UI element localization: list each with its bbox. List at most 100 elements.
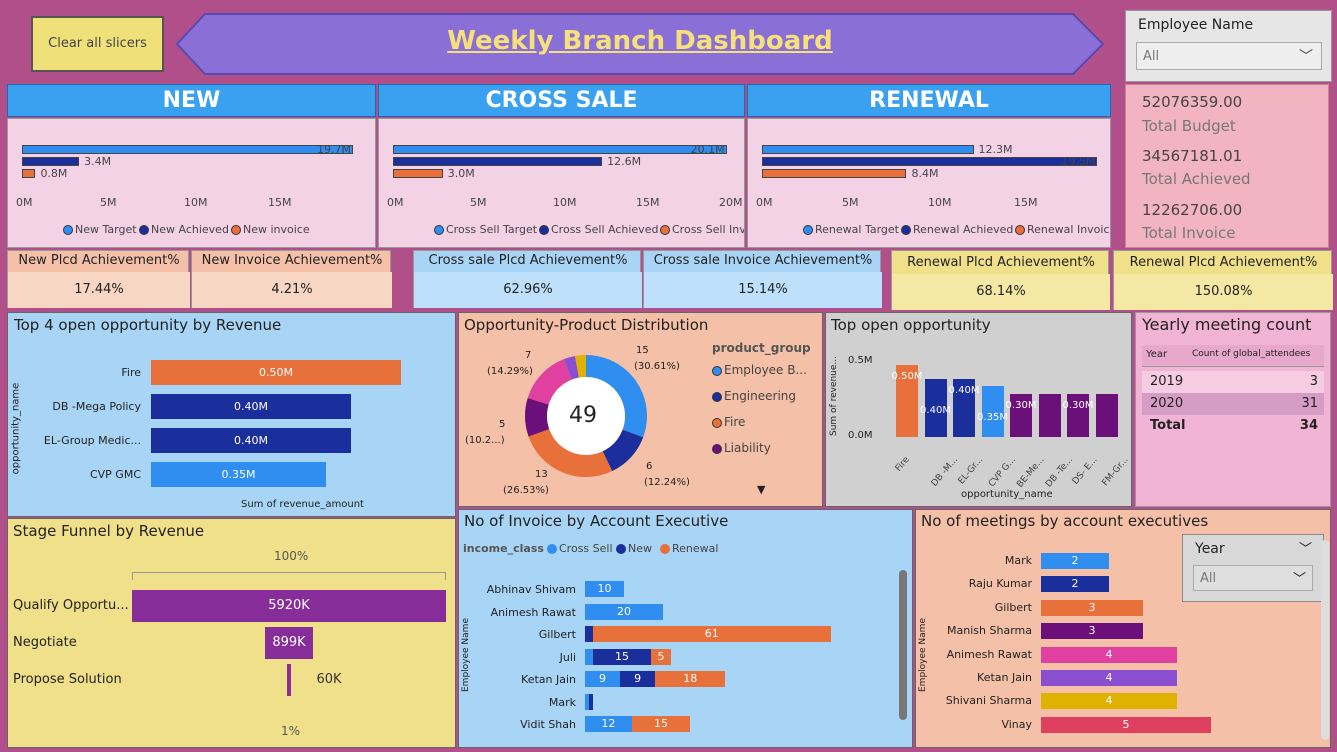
- meeting-employee-label: Manish Sharma: [947, 624, 1032, 638]
- bar-label: 12.3M: [978, 143, 1013, 156]
- invoice-bar-label: 61: [704, 627, 719, 640]
- kpi-renewal-plcd-2-title: Renewal Plcd Achievement%: [1129, 255, 1318, 270]
- table-total-row: Total 34: [1150, 418, 1318, 433]
- invoice-bar-label: 18: [683, 672, 698, 685]
- table-row: 2020 31: [1142, 393, 1324, 415]
- meeting-bar: [1041, 716, 1211, 733]
- topopen-xtick: EL-Gr...: [956, 455, 986, 487]
- topopen-bar-label: 0.40M: [948, 385, 980, 396]
- donut-legend-item[interactable]: Liability: [712, 441, 771, 455]
- invoice-bar-cs: [585, 693, 589, 710]
- invoice-bar-label: 15: [615, 649, 630, 663]
- topopen-bar: [1067, 393, 1089, 437]
- kpi-renewal-plcd-title: Renewal Plcd Achievement%: [907, 255, 1095, 270]
- legend-item[interactable]: Cross Sell Invoice: [660, 223, 744, 236]
- meeting-employee-label: Raju Kumar: [968, 577, 1032, 591]
- axis-tick: 5M: [470, 196, 487, 209]
- bar-label: 19.5M: [1061, 155, 1096, 168]
- topopen-xtick: FM-Gr...: [1099, 455, 1131, 489]
- invoice-employee-label: Ketan Jain: [521, 673, 576, 686]
- employee-dropdown[interactable]: All ﹀: [1136, 42, 1322, 70]
- invoice-employee-label: Animesh Rawat: [490, 605, 576, 619]
- invoice-legend-title: income_class: [463, 542, 544, 555]
- donut-label-count: 7: [525, 350, 532, 361]
- legend-item[interactable]: Renewal Invoice: [1015, 223, 1110, 236]
- year-dropdown[interactable]: All ﹀: [1193, 565, 1313, 591]
- kpi-new-plcd: New Plcd Achievement% 17.44%: [7, 250, 190, 308]
- invoice-bar-cs: [585, 581, 624, 597]
- bar-2: [762, 169, 907, 178]
- meetings-scrollbar[interactable]: [1321, 540, 1329, 740]
- axis-tick: 10M: [928, 196, 952, 209]
- employee-slicer: Employee Name All ﹀: [1125, 10, 1332, 82]
- donut-legend-item[interactable]: Employee B...: [712, 363, 807, 377]
- invoice-bar-label: 10: [597, 582, 612, 595]
- invoice-employee-label: Juli: [559, 650, 576, 664]
- topopen-bar: [1010, 393, 1032, 437]
- kpi-new-plcd-value: 17.44%: [8, 272, 190, 308]
- invoice-legend-item[interactable]: Cross Sell: [547, 542, 613, 555]
- total-invoice-label: Total Invoice: [1142, 224, 1236, 242]
- total-invoice-value: 12262706.00: [1142, 201, 1243, 219]
- kpi-cross-plcd-title: Cross sale Plcd Achievement%: [428, 253, 628, 268]
- top4-bar: [151, 462, 326, 487]
- funnel-bar: [132, 590, 446, 622]
- funnel-bottom-pct: 1%: [281, 724, 301, 738]
- axis-tick: 0M: [387, 196, 404, 209]
- bar-1: [762, 157, 1098, 166]
- invoice-legend-item[interactable]: New: [616, 542, 652, 555]
- chevron-down-icon: ﹀: [1292, 572, 1306, 587]
- invoice-legend-item[interactable]: Renewal: [660, 542, 718, 555]
- chevron-down-icon[interactable]: ﹀: [1299, 542, 1313, 557]
- legend-item[interactable]: Renewal Achieved: [901, 223, 1013, 236]
- topopen-bar-label: 0.35M: [977, 412, 1008, 424]
- topopen-bar: [896, 364, 918, 437]
- top4-category-label: Fire: [121, 366, 141, 379]
- yearly-meeting-table: Yearly meeting count Year Count of globa…: [1135, 312, 1331, 507]
- invoice-bar-label: 5: [657, 649, 665, 663]
- legend-item[interactable]: New invoice: [231, 223, 310, 236]
- top4-category-label: CVP GMC: [89, 468, 141, 481]
- meeting-bar-label: 2: [1071, 577, 1079, 591]
- top4-title: Top 4 open opportunity by Revenue: [14, 316, 282, 334]
- topopen-ytick: 0.0M: [848, 430, 873, 441]
- invoice-bar-n: [588, 693, 593, 710]
- axis-tick: 5M: [842, 196, 859, 209]
- legend-item[interactable]: Renewal Target: [803, 223, 899, 236]
- top4-bar-label: 0.50M: [259, 366, 293, 379]
- funnel-top-pct: 100%: [274, 549, 309, 563]
- topopen-xtick: CVP G...: [986, 455, 1018, 490]
- donut-legend-item[interactable]: Fire: [712, 415, 745, 429]
- invoice-bar-r: [592, 626, 831, 642]
- bar-label: 19.7M: [316, 143, 351, 156]
- invoice-bar-n: [585, 626, 593, 642]
- donut-legend-item[interactable]: Engineering: [712, 389, 796, 403]
- legend-item[interactable]: Cross Sell Achieved: [539, 223, 658, 236]
- legend-item[interactable]: New Target: [63, 223, 137, 236]
- kpi-renewal-plcd-2-value: 150.08%: [1114, 274, 1333, 310]
- donut-label-percent: (10.2...): [465, 435, 505, 446]
- employee-dropdown-value: All: [1143, 49, 1160, 64]
- new-target-chart: 19.7M 3.4M 0.8M 0M 5M 10M 15M New Target New Ach…: [7, 118, 376, 248]
- donut-legend-title: product_group: [712, 341, 811, 355]
- chevron-down-icon: ﹀: [1299, 49, 1313, 65]
- bar-label: 3.0M: [447, 167, 475, 180]
- invoice-scrollbar[interactable]: [899, 570, 907, 720]
- bar-2: [393, 169, 443, 178]
- invoice-bar-label: 20: [617, 604, 631, 618]
- new-header: NEW: [7, 84, 376, 117]
- meetings-by-executive-chart: No of meetings by account executives Emp…: [915, 509, 1331, 748]
- axis-tick: 15M: [1014, 196, 1038, 209]
- invoice-bar-r: [631, 716, 691, 732]
- legend-scroll-down-icon[interactable]: ▼: [757, 483, 766, 496]
- invoice-title: No of Invoice by Account Executive: [464, 512, 729, 530]
- top4-bar-label: 0.35M: [221, 468, 256, 481]
- legend-item[interactable]: Cross Sell Target: [434, 223, 537, 236]
- top4-xlabel: Sum of revenue_amount: [241, 499, 364, 510]
- clear-slicers-button[interactable]: Clear all slicers: [31, 16, 164, 72]
- legend-item[interactable]: New Achieved: [139, 223, 229, 236]
- donut-label-count: 15: [636, 345, 649, 356]
- year-slicer: Year ﹀ All ﹀: [1182, 534, 1324, 602]
- meeting-employee-label: Vinay: [1001, 717, 1032, 731]
- yearly-col-year: Year: [1146, 349, 1168, 360]
